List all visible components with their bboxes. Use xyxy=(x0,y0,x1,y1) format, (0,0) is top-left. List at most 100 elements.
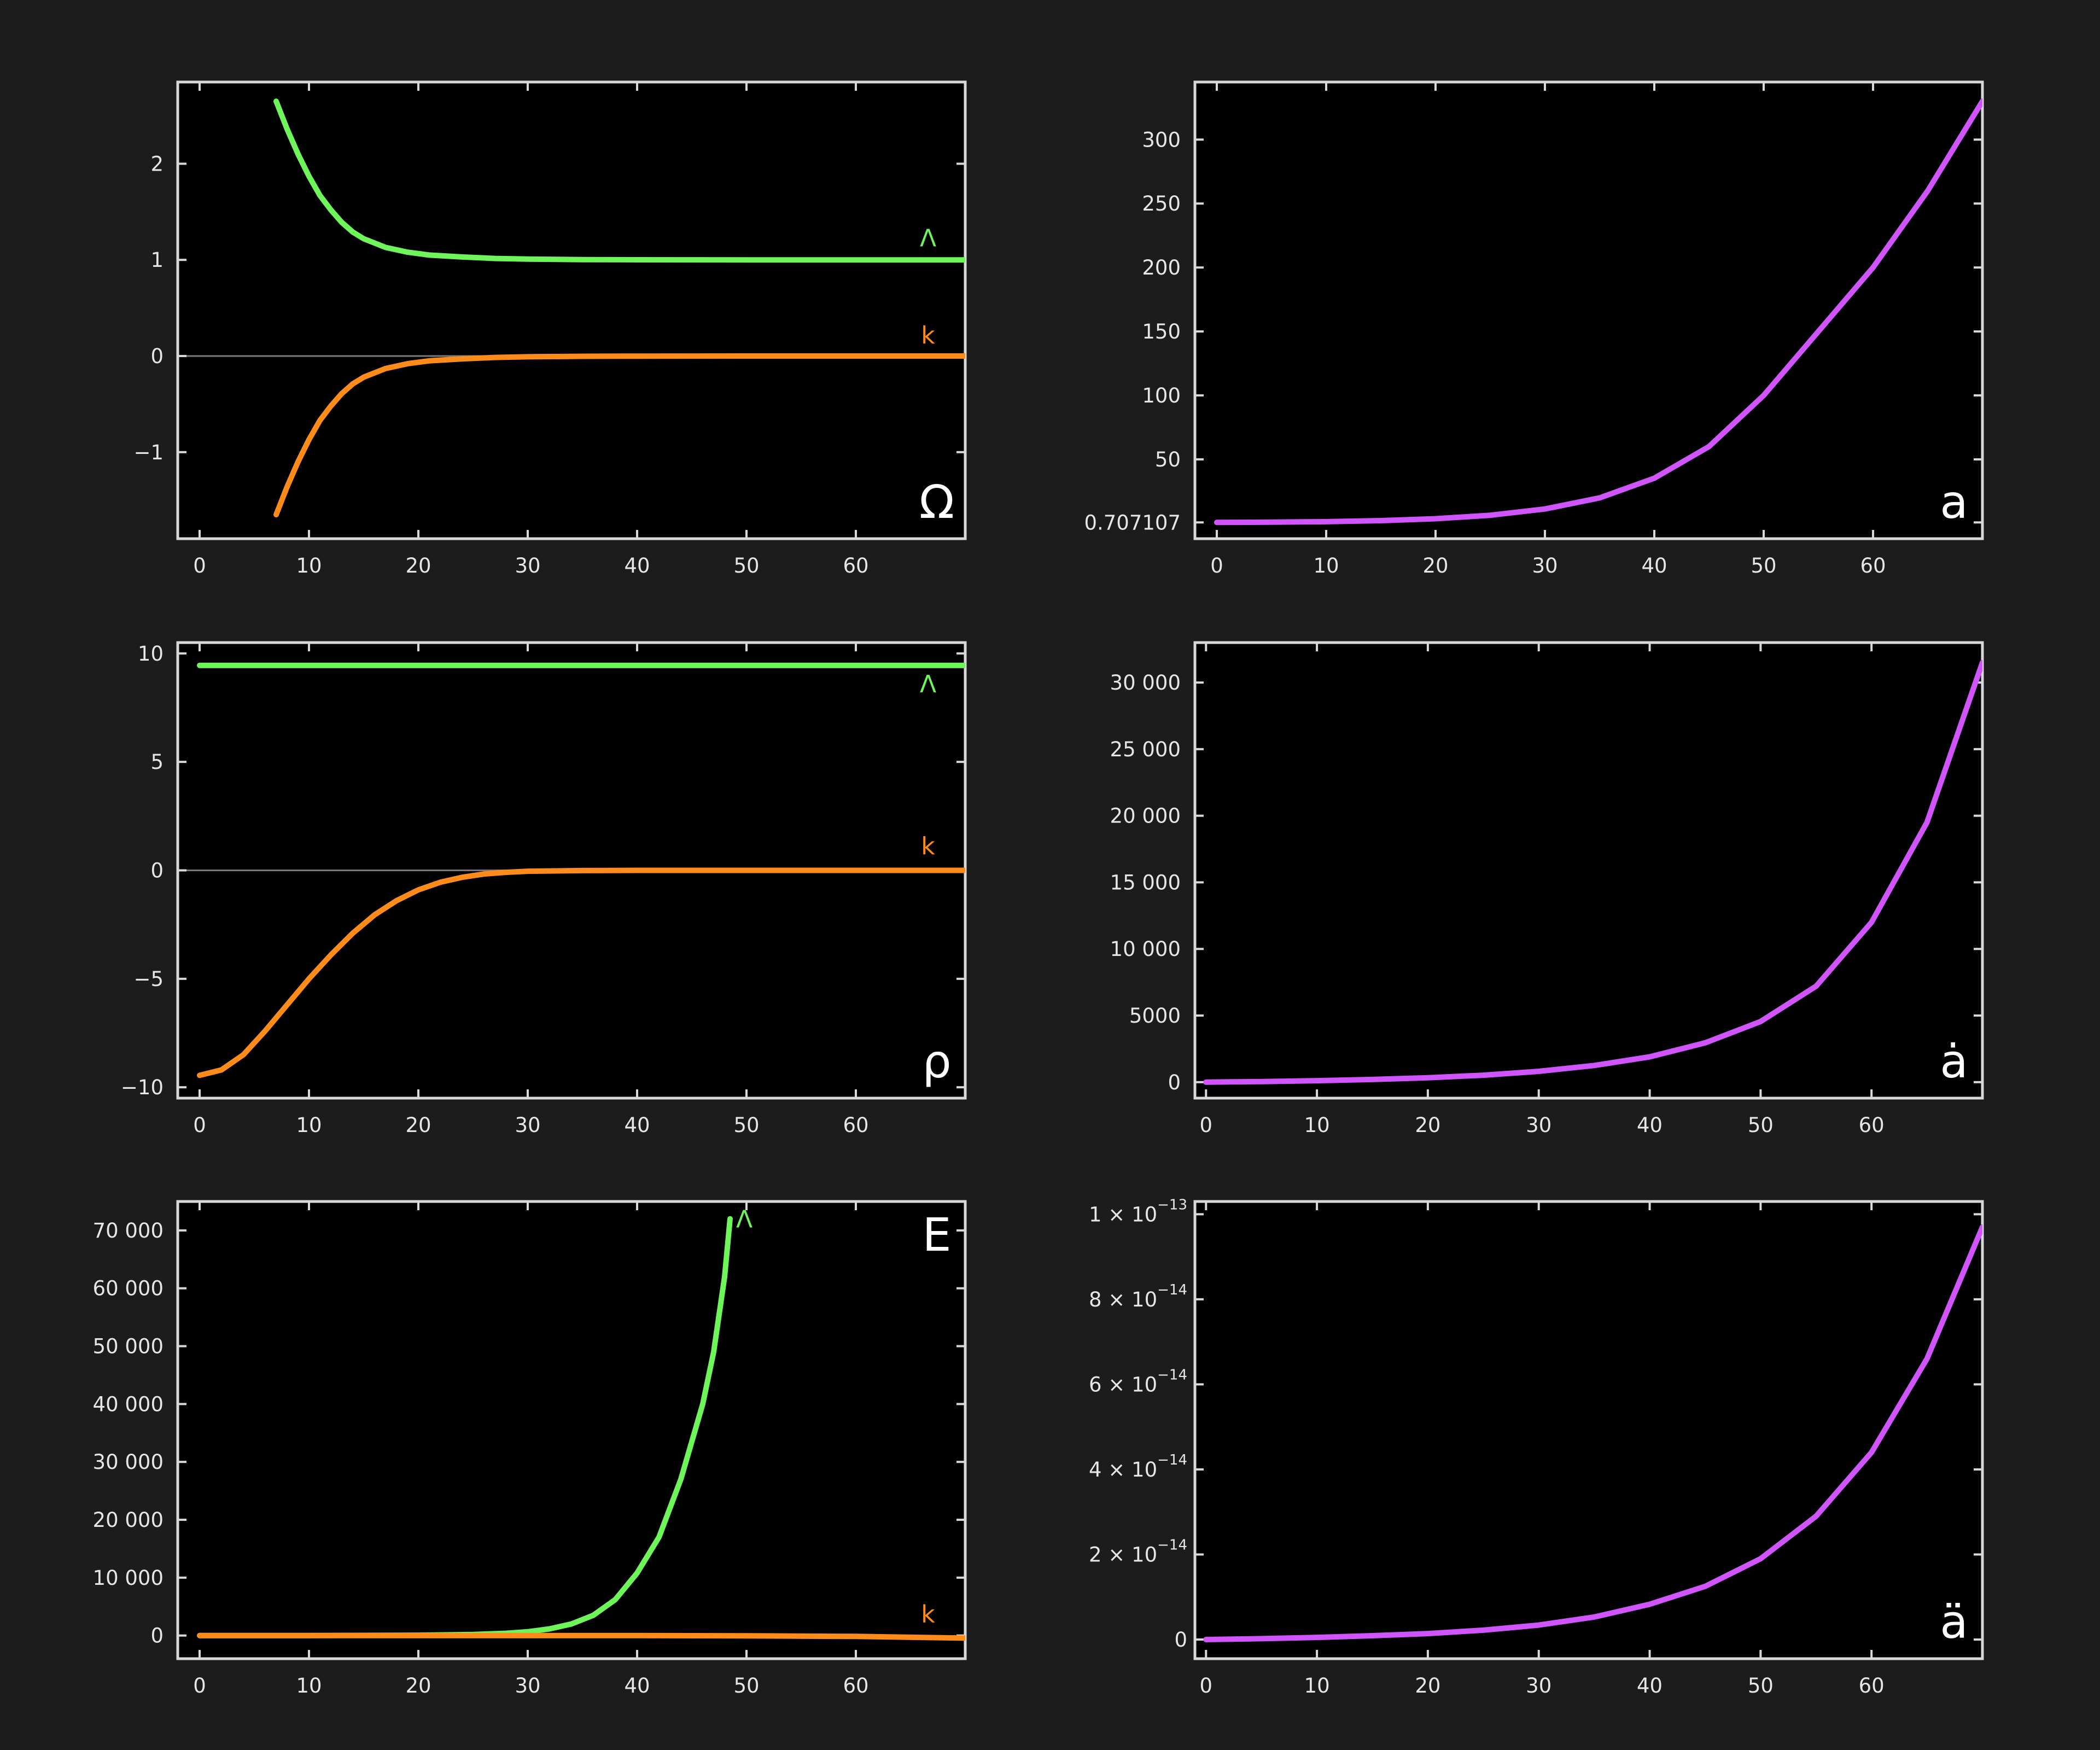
y-tick-label: 30 000 xyxy=(1110,671,1181,695)
y-tick-label-base: 2 × 10 xyxy=(1089,1543,1157,1566)
x-tick-label: 50 xyxy=(733,554,759,578)
series-line-k xyxy=(197,1632,965,1641)
y-tick-label: 60 000 xyxy=(93,1277,164,1300)
y-tick-label: 20 000 xyxy=(1110,804,1181,828)
curves-a xyxy=(1214,98,1982,526)
panel-label-addot: ä xyxy=(1940,1595,1968,1649)
series-line-a xyxy=(1214,98,1982,526)
y-tick-label: 8 × 10−14 xyxy=(1089,1282,1187,1311)
y-tick-label: 40 000 xyxy=(93,1392,164,1416)
y-tick-label: 15 000 xyxy=(1110,871,1181,894)
y-tick-label: 200 xyxy=(1142,256,1181,279)
x-tick-label: 30 xyxy=(515,1113,540,1137)
x-tick-label: 10 xyxy=(296,1674,322,1698)
x-tick-label: 20 xyxy=(405,554,431,578)
x-tick-label: 30 xyxy=(515,554,540,578)
y-tick-label: 0.707107 xyxy=(1084,511,1181,534)
x-tick-label: 0 xyxy=(1210,554,1223,578)
x-tick-label: 40 xyxy=(1637,1113,1662,1137)
series-line-k xyxy=(273,353,965,518)
x-tick-label: 60 xyxy=(1860,554,1886,578)
x-tick-label: 0 xyxy=(1200,1113,1213,1137)
x-tick-label: 30 xyxy=(1532,554,1558,578)
x-tick-label: 10 xyxy=(1304,1113,1330,1137)
y-tick-label: 150 xyxy=(1142,320,1181,343)
x-tick-label: 30 xyxy=(515,1674,540,1698)
x-tick-label: 10 xyxy=(1313,554,1339,578)
series-line-k xyxy=(197,867,965,1078)
y-tick-label: 0 xyxy=(1174,1628,1187,1652)
y-tick-label: 0 xyxy=(150,1624,164,1648)
x-tick-label: 60 xyxy=(1859,1674,1885,1698)
y-tick-label: 2 xyxy=(150,152,164,176)
y-tick-label: 6 × 10−14 xyxy=(1089,1367,1187,1396)
x-tick-label: 40 xyxy=(624,1113,650,1137)
y-tick-label: 300 xyxy=(1142,128,1181,151)
y-tick-label: −1 xyxy=(133,441,164,464)
x-tick-label: 50 xyxy=(733,1674,759,1698)
x-tick-label: 20 xyxy=(1415,1113,1440,1137)
y-tick-label: 100 xyxy=(1142,384,1181,407)
x-tick-label: 0 xyxy=(193,1113,206,1137)
y-tick-label: 2 × 10−14 xyxy=(1089,1537,1187,1566)
x-tick-label: 20 xyxy=(405,1113,431,1137)
x-tick-label: 20 xyxy=(1415,1674,1440,1698)
x-tick-label: 30 xyxy=(1526,1113,1551,1137)
x-tick-label: 50 xyxy=(1748,1674,1774,1698)
chart-panel-omega: 0 10 20 30 40 50 60 −1 0 1 2 Λk Ω xyxy=(133,80,967,578)
y-tick-label: 70 000 xyxy=(93,1219,164,1242)
y-tick-label: 5 xyxy=(150,750,164,774)
y-tick-label: 1 × 10−13 xyxy=(1089,1197,1187,1226)
y-tick-label: 1 xyxy=(150,248,164,272)
panel-label-rho: ρ xyxy=(922,1035,951,1088)
x-tick-label: 40 xyxy=(1637,1674,1662,1698)
curves-omega xyxy=(273,98,965,518)
panel-label-a: a xyxy=(1940,475,1968,529)
x-tick-label: 0 xyxy=(193,554,206,578)
y-tick-label-exponent: −14 xyxy=(1157,1452,1187,1468)
series-label-lambda: Λ xyxy=(736,1206,752,1234)
x-tick-label: 0 xyxy=(1200,1674,1213,1698)
plot-frame xyxy=(176,1200,967,1660)
y-tick-label: 4 × 10−14 xyxy=(1089,1452,1187,1481)
x-tick-label: 10 xyxy=(296,554,322,578)
y-tick-label-exponent: −14 xyxy=(1157,1537,1187,1553)
x-tick-label: 60 xyxy=(843,554,868,578)
series-label-k: k xyxy=(921,832,935,860)
curves-energy xyxy=(197,1216,965,1641)
series-line-adot xyxy=(1203,660,1982,1085)
y-tick-label: 10 000 xyxy=(1110,937,1181,961)
x-tick-label: 10 xyxy=(296,1113,322,1137)
x-tick-label: 50 xyxy=(733,1113,759,1137)
y-tick-label-base: 1 × 10 xyxy=(1089,1203,1157,1226)
chart-panel-adot: 0 10 20 30 40 50 60 0 5000 10 000 15 000 20 000 25 0… xyxy=(1110,641,1984,1137)
chart-panel-rho: 0 10 20 30 40 50 60 −10 −5 0 5 10 Λk ρ xyxy=(121,641,967,1137)
y-tick-label-exponent: −14 xyxy=(1157,1282,1187,1298)
y-tick-label-base: 6 × 10 xyxy=(1089,1373,1157,1396)
series-label-k: k xyxy=(921,1600,935,1628)
y-tick-label: 25 000 xyxy=(1110,738,1181,761)
y-tick-label: 30 000 xyxy=(93,1450,164,1474)
panel-label-omega: Ω xyxy=(919,475,954,529)
x-tick-label: 40 xyxy=(624,1674,650,1698)
curves-adot xyxy=(1203,660,1982,1085)
x-tick-label: 60 xyxy=(843,1113,868,1137)
curves-addot xyxy=(1203,1224,1982,1642)
x-tick-label: 40 xyxy=(624,554,650,578)
chart-panel-energy: 0 10 20 30 40 50 60 0 10 000 20 000 30 000 40 000 50… xyxy=(93,1200,967,1698)
x-tick-label: 60 xyxy=(1859,1113,1885,1137)
y-tick-label: 20 000 xyxy=(93,1508,164,1532)
panel-label-adot: ȧ xyxy=(1940,1035,1968,1088)
y-tick-label: 50 xyxy=(1155,448,1181,471)
series-line-addot xyxy=(1203,1224,1982,1642)
chart-panel-a: 0 10 20 30 40 50 60 0.707107 50 100 150 200 250 300 a xyxy=(1084,80,1984,578)
y-tick-label: −10 xyxy=(121,1076,164,1099)
x-tick-label: 40 xyxy=(1641,554,1667,578)
x-tick-label: 0 xyxy=(193,1674,206,1698)
plot-frame xyxy=(176,80,967,540)
x-tick-label: 10 xyxy=(1304,1674,1330,1698)
series-line-lambda xyxy=(273,98,965,263)
y-tick-label: 0 xyxy=(150,859,164,883)
